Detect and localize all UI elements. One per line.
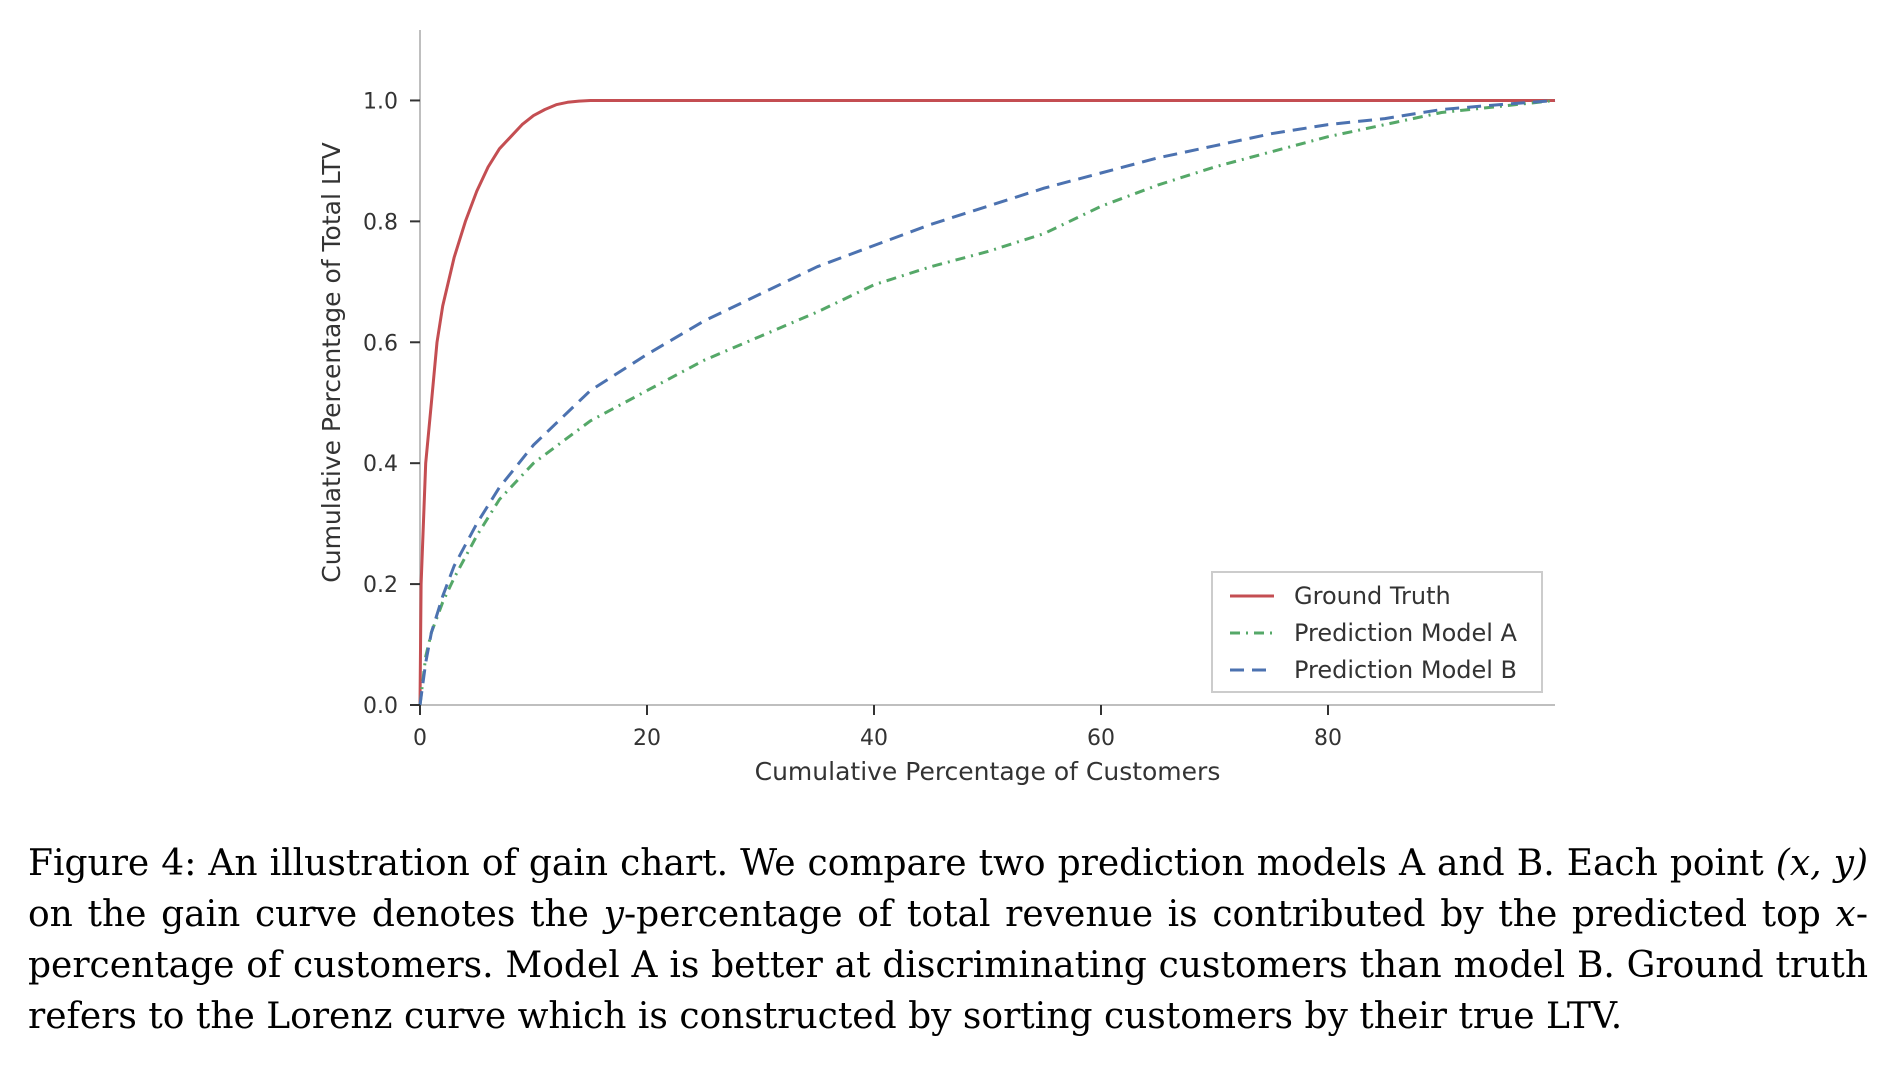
y-axis-ticks: 0.0 0.2 0.4 0.6 0.8 1.0 <box>363 89 420 719</box>
caption-text-3: -percentage of total revenue is contribu… <box>623 894 1836 935</box>
series-line-2 <box>418 99 1556 706</box>
caption-text-1: An illustration of gain chart. We compar… <box>196 843 1776 884</box>
caption-math-y: y <box>603 894 624 935</box>
y-tick-label: 0.6 <box>363 331 398 356</box>
x-tick-label: 80 <box>1314 726 1342 751</box>
caption-math-xy: (x, y) <box>1775 843 1869 884</box>
gain-chart: 0 20 40 60 80 0.0 0.2 0.4 0.6 0.8 1.0 Cumulative … <box>317 30 1556 786</box>
legend: Ground Truth Prediction Model A Prediction… <box>1211 571 1543 693</box>
series-lines <box>418 99 1556 706</box>
x-tick-label: 0 <box>413 726 427 751</box>
caption-text-4: -percentage of customers. Model A is bet… <box>28 894 1868 1037</box>
x-tick-label: 40 <box>860 726 888 751</box>
y-tick-label: 0.4 <box>363 452 398 477</box>
x-tick-label: 60 <box>1087 726 1115 751</box>
legend-label: Prediction Model A <box>1294 619 1518 647</box>
legend-label: Prediction Model B <box>1294 656 1517 684</box>
figure-caption: Figure 4: An illustration of gain chart.… <box>28 838 1868 1042</box>
x-tick-label: 20 <box>633 726 661 751</box>
legend-box <box>1211 571 1543 693</box>
legend-label: Ground Truth <box>1294 582 1451 610</box>
y-tick-label: 0.0 <box>363 694 398 719</box>
caption-text-2: on the gain curve denotes the <box>28 894 604 935</box>
y-tick-label: 1.0 <box>363 89 398 114</box>
series-line-3 <box>418 99 1556 706</box>
x-axis-ticks: 0 20 40 60 80 <box>413 705 1342 751</box>
y-tick-label: 0.2 <box>363 573 398 598</box>
x-axis-label: Cumulative Percentage of Customers <box>755 757 1221 786</box>
y-tick-label: 0.8 <box>363 210 398 235</box>
series-line-1 <box>418 99 1555 706</box>
figure-label: Figure 4: <box>28 843 197 884</box>
caption-math-x: x <box>1835 894 1856 935</box>
y-axis-label: Cumulative Percentage of Total LTV <box>317 142 346 582</box>
